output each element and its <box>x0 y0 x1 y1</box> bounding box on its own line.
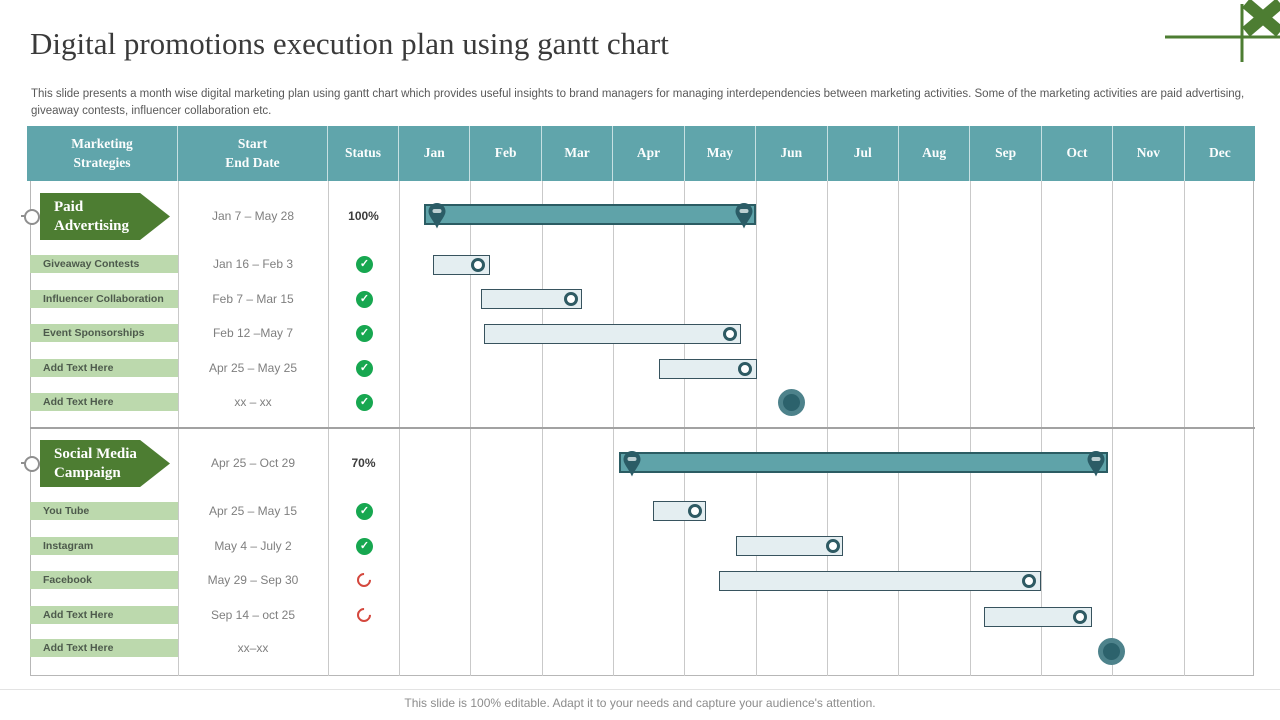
date-range: Apr 25 – May 25 <box>208 361 298 375</box>
task-label: Add Text Here <box>30 606 178 624</box>
complete-check-icon <box>356 291 373 308</box>
task-label: Add Text Here <box>30 639 178 657</box>
task-label: Event Sponsorships <box>30 324 178 342</box>
progress-ring-icon <box>688 504 702 518</box>
task-label: Add Text Here <box>30 359 178 377</box>
complete-check-icon <box>356 325 373 342</box>
header-month-aug: Aug <box>899 126 971 181</box>
date-range: Sep 14 – oct 25 <box>210 608 296 622</box>
header-month-feb: Feb <box>470 126 542 181</box>
header-start-end-date: Start End Date <box>178 126 328 181</box>
progress-ring-icon <box>1073 610 1087 624</box>
progress-ring-icon <box>1022 574 1036 588</box>
section-label-paid-advertising: Paid Advertising <box>40 193 170 240</box>
slide-description: This slide presents a month wise digital… <box>31 88 1245 118</box>
date-range: xx – xx <box>234 395 272 409</box>
progress-percent: 70% <box>351 456 376 470</box>
task-bar <box>736 536 843 556</box>
progress-ring-icon <box>564 292 578 306</box>
task-bar <box>719 571 1041 591</box>
location-pin-icon <box>428 203 446 229</box>
header-marketing-strategies: Marketing Strategies <box>27 126 178 181</box>
task-label: You Tube <box>30 502 178 520</box>
task-bar <box>484 324 741 344</box>
crosshair-x-icon <box>1165 0 1280 62</box>
location-pin-icon <box>735 203 753 229</box>
task-bar <box>659 359 757 379</box>
date-range: xx–xx <box>237 641 269 655</box>
gantt-header-row: Marketing Strategies Start End Date Stat… <box>27 126 1255 181</box>
footer-divider <box>0 689 1280 690</box>
footer-note: This slide is 100% editable. Adapt it to… <box>404 696 876 710</box>
complete-check-icon <box>356 538 373 555</box>
connector-node <box>24 209 40 225</box>
date-range: Apr 25 – Oct 29 <box>210 456 296 470</box>
section-divider <box>30 427 1255 429</box>
header-month-may: May <box>685 126 757 181</box>
section-label-social-media-campaign: Social Media Campaign <box>40 440 170 487</box>
date-range: Apr 25 – May 15 <box>208 504 298 518</box>
complete-check-icon <box>356 503 373 520</box>
task-label: Instagram <box>30 537 178 555</box>
header-month-oct: Oct <box>1042 126 1114 181</box>
date-range: Jan 16 – Feb 3 <box>212 257 294 271</box>
task-label: Giveaway Contests <box>30 255 178 273</box>
header-month-dec: Dec <box>1208 145 1231 161</box>
date-range: Feb 7 – Mar 15 <box>212 292 294 306</box>
header-month-mar: Mar <box>542 126 614 181</box>
summary-bar-social-media <box>619 452 1108 473</box>
progress-percent: 100% <box>348 209 379 223</box>
location-pin-icon <box>623 451 641 477</box>
task-label: Add Text Here <box>30 393 178 411</box>
task-bar <box>481 289 582 309</box>
header-month-jun: Jun <box>756 126 828 181</box>
complete-check-icon <box>356 394 373 411</box>
complete-check-icon <box>356 360 373 377</box>
header-month-sep: Sep <box>970 126 1042 181</box>
header-month-jul: Jul <box>828 126 899 181</box>
task-bar <box>984 607 1092 627</box>
connector-node <box>24 456 40 472</box>
date-range: Feb 12 –May 7 <box>212 326 294 340</box>
page-title: Digital promotions execution plan using … <box>30 26 669 61</box>
location-pin-icon <box>1087 451 1105 477</box>
milestone-dot <box>778 389 805 416</box>
header-month-nov: Nov <box>1113 126 1185 181</box>
header-month-apr: Apr <box>613 126 685 181</box>
progress-ring-icon <box>471 258 485 272</box>
header-month-jan: Jan <box>399 126 471 181</box>
progress-ring-icon <box>738 362 752 376</box>
task-label: Influencer Collaboration <box>30 290 178 308</box>
header-status: Status <box>328 126 399 181</box>
progress-ring-icon <box>826 539 840 553</box>
summary-bar-paid-advertising <box>424 204 756 225</box>
date-range: May 29 – Sep 30 <box>207 573 299 587</box>
date-range: May 4 – July 2 <box>214 539 292 553</box>
complete-check-icon <box>356 256 373 273</box>
task-label: Facebook <box>30 571 178 589</box>
date-range: Jan 7 – May 28 <box>211 209 295 223</box>
milestone-dot <box>1098 638 1125 665</box>
progress-ring-icon <box>723 327 737 341</box>
